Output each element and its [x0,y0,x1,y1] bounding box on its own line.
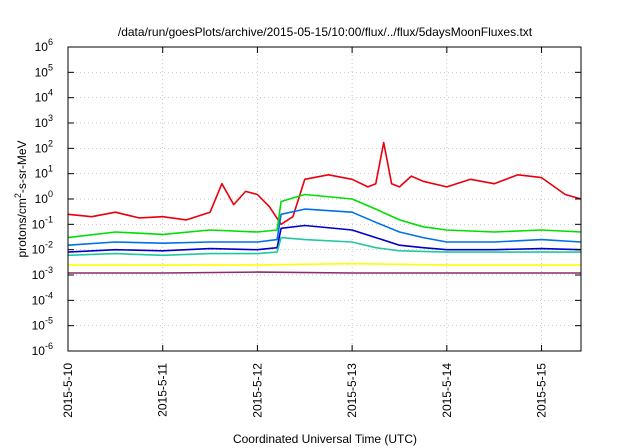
series-line [68,271,581,274]
y-tick-label: 10-2 [32,240,53,257]
series-line [67,193,582,239]
y-axis-title-base: protons/cm [15,198,29,257]
x-tick-label: 2015-5-11 [156,363,170,417]
series-line [67,208,582,246]
x-axis: 2015-5-10 2015-5-11 2015-5-12 2015-5-13 2015… [61,47,549,418]
y-tick-label: 104 [35,88,53,105]
x-tick-label: 2015-5-14 [440,363,454,418]
y-tick-label: 102 [35,138,53,155]
y-tick-label: 105 [35,62,53,79]
y-tick-label: 106 [35,37,53,54]
grid-layer [68,47,581,351]
chart-title: /data/run/goesPlots/archive/2015-05-15/1… [118,25,533,39]
y-axis-title: protons/cm2-s-sr-MeV [13,140,29,257]
y-tick-label: 103 [35,113,53,130]
x-tick-label: 2015-5-12 [250,363,264,418]
series-layer [67,141,582,274]
y-axis-title-sup: 2 [13,193,23,198]
x-tick-label: 2015-5-10 [61,363,75,418]
y-tick-label: 10-5 [32,316,53,333]
y-tick-label: 10-4 [32,290,53,307]
y-axis: 10-6 10-5 10-4 10-3 10-2 10-1 100 101 102 103 104 1… [32,37,581,358]
y-tick-label: 101 [35,164,53,181]
x-axis-title: Coordinated Universal Time (UTC) [233,432,417,446]
series-line [67,236,581,257]
y-tick-label: 10-3 [32,265,53,282]
series-line [67,141,582,226]
series-line [67,224,582,253]
series-line [68,262,581,266]
y-axis-title-rest: -s-sr-MeV [15,140,29,193]
y-tick-label: 100 [35,189,53,206]
x-tick-label: 2015-5-13 [345,363,359,418]
y-tick-label: 10-1 [32,214,53,231]
x-tick-label: 2015-5-15 [535,363,549,418]
y-tick-label: 10-6 [32,341,53,358]
